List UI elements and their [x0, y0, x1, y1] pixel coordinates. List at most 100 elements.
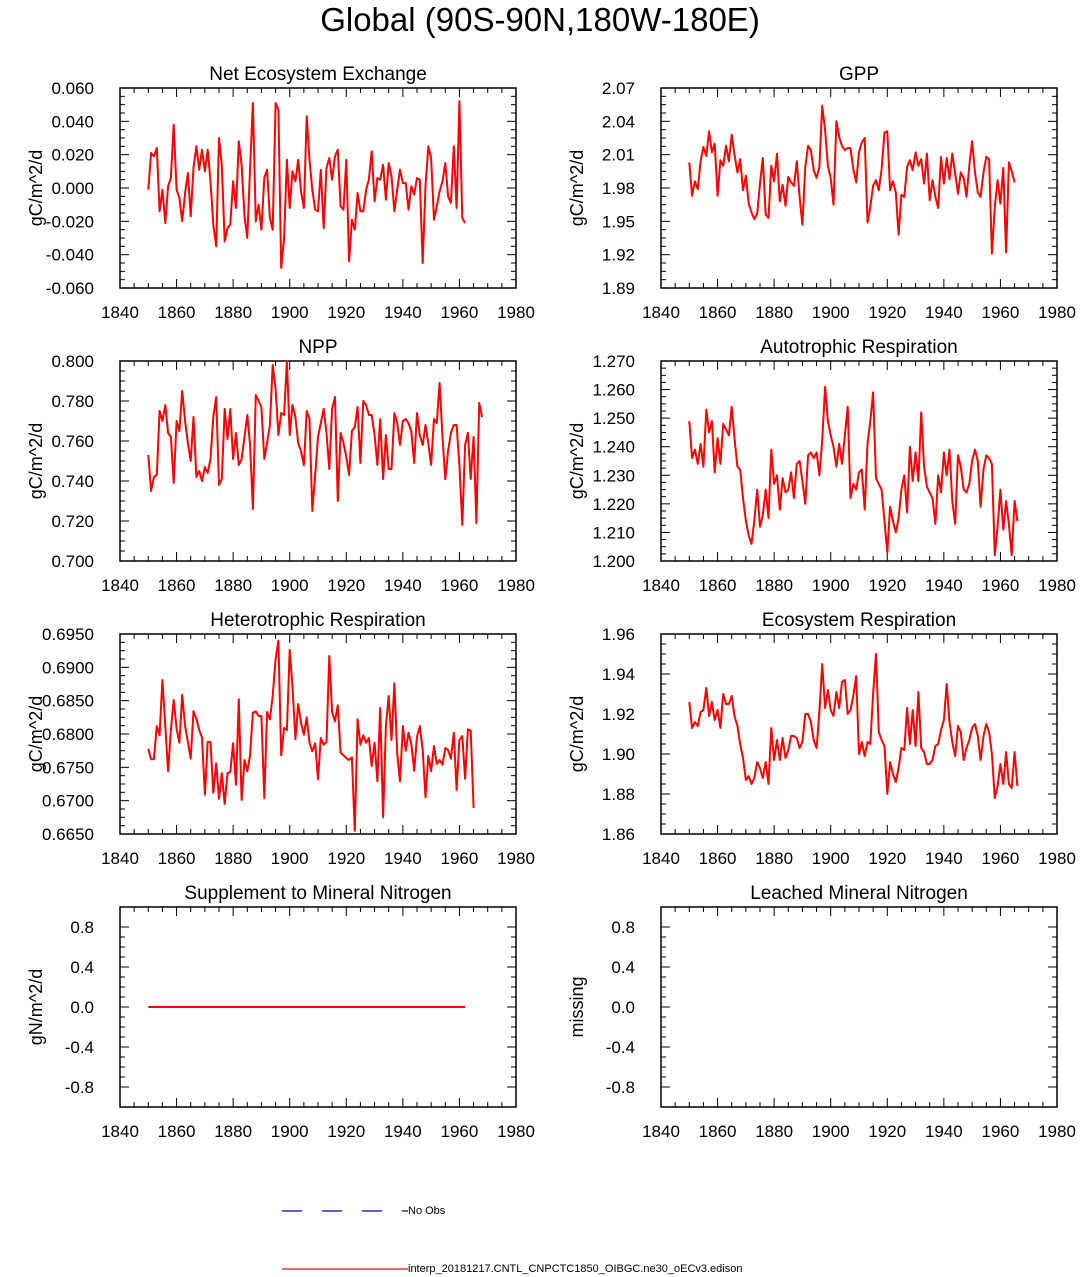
y-axis-label: missing: [567, 976, 587, 1037]
x-tick-label: 1980: [1038, 849, 1076, 868]
x-tick-label: 1920: [868, 303, 906, 322]
chart-title: Ecosystem Respiration: [762, 610, 956, 631]
y-tick-label: -0.8: [65, 1078, 94, 1097]
y-axis-label: gC/m^2/d: [567, 696, 587, 772]
x-tick-label: 1920: [868, 576, 906, 595]
chart-panel-6: Ecosystem Respiration gC/m^2/d 1840 1860 188…: [567, 610, 1076, 868]
y-axis-label: gC/m^2/d: [26, 150, 46, 226]
y-tick-label: 0.740: [51, 472, 94, 491]
y-tick-label: 1.92: [602, 705, 635, 724]
legend-model: interp_20181217.CNTL_CNPCTC1850_OIBGC.ne…: [282, 1262, 742, 1276]
x-tick-label: 1880: [214, 576, 252, 595]
chart-panel-2: GPP gC/m^2/d 1840 1860 1880 1900 1920 1940 1960 1…: [567, 64, 1076, 322]
y-tick-label: 1.90: [602, 745, 635, 764]
x-tick-label: 1860: [699, 576, 737, 595]
chart-panel-5: Heterotrophic Respiration gC/m^2/d 1840 186…: [26, 610, 535, 868]
y-axis-label: gC/m^2/d: [567, 423, 587, 499]
y-tick-label: 1.88: [602, 785, 635, 804]
x-tick-label: 1940: [384, 1122, 422, 1141]
y-tick-label: 0.4: [70, 958, 94, 977]
series-line: [688, 104, 1016, 255]
y-tick-label: 0.040: [51, 112, 94, 131]
y-tick-label: 1.96: [602, 625, 635, 644]
page-title: Global (90S-90N,180W-180E): [320, 1, 760, 38]
x-tick-label: 1980: [497, 1122, 535, 1141]
series-line: [147, 360, 484, 526]
y-tick-label: 0.800: [51, 352, 94, 371]
series-line: [688, 653, 1019, 799]
x-tick-label: 1940: [384, 576, 422, 595]
y-tick-label: 0.060: [51, 79, 94, 98]
legend-obs-line: [282, 1210, 408, 1212]
y-tick-label: 1.94: [602, 665, 635, 684]
x-tick-label: 1860: [158, 849, 196, 868]
x-tick-label: 1880: [755, 303, 793, 322]
x-tick-label: 1980: [497, 849, 535, 868]
x-tick-label: 1880: [755, 849, 793, 868]
y-tick-label: 1.98: [602, 179, 635, 198]
y-axis-label: gN/m^2/d: [26, 969, 46, 1045]
x-tick-label: 1980: [1038, 576, 1076, 595]
chart-panel-3: NPP gC/m^2/d 1840 1860 1880 1900 1920 1940 1960 1…: [26, 337, 535, 595]
x-tick-label: 1960: [982, 576, 1020, 595]
x-tick-label: 1880: [214, 303, 252, 322]
x-tick-label: 1960: [441, 849, 479, 868]
y-tick-label: 0.8: [611, 918, 635, 937]
series-line: [688, 385, 1019, 557]
x-tick-label: 1840: [101, 576, 139, 595]
y-tick-label: 0.6750: [42, 758, 94, 777]
y-tick-label: 1.95: [602, 212, 635, 231]
x-tick-label: 1840: [101, 1122, 139, 1141]
y-tick-label: 0.720: [51, 512, 94, 531]
y-tick-label: 1.89: [602, 279, 635, 298]
x-tick-label: 1940: [384, 303, 422, 322]
y-tick-label: 0.000: [51, 179, 94, 198]
x-tick-label: 1960: [982, 1122, 1020, 1141]
y-tick-label: 1.270: [592, 352, 635, 371]
x-tick-label: 1960: [441, 1122, 479, 1141]
chart-panel-1: Net Ecosystem Exchange gC/m^2/d 1840 1860 18…: [26, 64, 535, 322]
x-tick-label: 1860: [158, 1122, 196, 1141]
chart-panel-7: Supplement to Mineral Nitrogen gN/m^2/d 18…: [26, 883, 535, 1141]
x-tick-label: 1840: [642, 576, 680, 595]
x-tick-label: 1900: [812, 303, 850, 322]
x-tick-label: 1860: [699, 303, 737, 322]
legend-obs-label: No Obs: [408, 1205, 446, 1217]
x-tick-label: 1840: [101, 303, 139, 322]
y-tick-label: 0.6900: [42, 658, 94, 677]
y-tick-label: 1.260: [592, 381, 635, 400]
x-tick-label: 1900: [271, 576, 309, 595]
y-tick-label: -0.8: [606, 1078, 635, 1097]
x-tick-label: 1940: [925, 576, 963, 595]
y-tick-label: -0.4: [606, 1038, 635, 1057]
x-tick-label: 1920: [868, 849, 906, 868]
x-tick-label: 1940: [925, 849, 963, 868]
y-tick-label: 2.01: [602, 146, 635, 165]
y-tick-label: 0.6850: [42, 692, 94, 711]
x-tick-label: 1880: [755, 576, 793, 595]
x-tick-label: 1900: [271, 849, 309, 868]
y-tick-label: 0.760: [51, 432, 94, 451]
x-tick-label: 1880: [214, 849, 252, 868]
plot-frame: [119, 360, 517, 562]
x-tick-label: 1960: [982, 849, 1020, 868]
x-tick-label: 1880: [214, 1122, 252, 1141]
x-tick-label: 1900: [812, 849, 850, 868]
series-line: [147, 639, 475, 832]
x-tick-label: 1860: [158, 303, 196, 322]
x-tick-label: 1920: [327, 1122, 365, 1141]
x-tick-label: 1920: [327, 849, 365, 868]
chart-title: Leached Mineral Nitrogen: [750, 883, 968, 904]
x-tick-label: 1960: [441, 303, 479, 322]
x-tick-label: 1940: [925, 1122, 963, 1141]
y-tick-label: 0.020: [51, 146, 94, 165]
y-tick-label: 1.230: [592, 466, 635, 485]
x-tick-label: 1960: [982, 303, 1020, 322]
y-axis-label: gC/m^2/d: [26, 696, 46, 772]
x-tick-label: 1900: [271, 1122, 309, 1141]
y-tick-label: 2.04: [602, 112, 635, 131]
chart-title: Net Ecosystem Exchange: [209, 64, 427, 85]
y-tick-label: 1.210: [592, 523, 635, 542]
x-tick-label: 1940: [384, 849, 422, 868]
y-tick-label: -0.040: [46, 246, 94, 265]
